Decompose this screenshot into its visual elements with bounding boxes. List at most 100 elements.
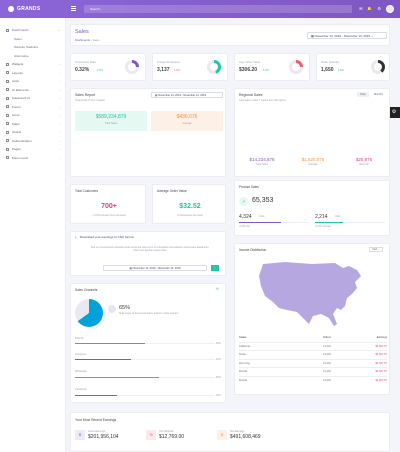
sidebar-item-advanced-ui[interactable]: Advanced UI › — [0, 94, 65, 103]
kpi-card-order-quantity: Order Quantity 1,650 1.6% — [316, 53, 390, 81]
sidebar-item-alternative[interactable]: Alternative — [14, 53, 29, 58]
calendar-icon: ▦ — [129, 267, 133, 270]
mail-icon[interactable]: ✉ — [359, 6, 363, 11]
charts-icon — [6, 130, 9, 134]
left-progress — [239, 222, 309, 224]
kpi-card-conversion-rate: Conversion Rate 0.32% 2.5% — [70, 53, 146, 81]
income-distribution-card: Income Distribution USA ⌄ States Orders … — [234, 243, 390, 395]
kpi-ring-chart — [371, 60, 385, 74]
table-row: Texas 11,201 $1,657.67 — [239, 350, 387, 360]
table-row: California 11,201 $1,657.67 — [239, 342, 387, 351]
menu-level-icon — [6, 156, 9, 160]
sales-report-date-picker[interactable]: ▦ November 14, 2019 - November 13, 2019 — [151, 92, 223, 98]
maps-icon — [6, 122, 9, 126]
dollar-icon: $ — [75, 430, 85, 440]
recent-earnings-card: Your Most Recent Earnings $ Gross Earnin… — [70, 412, 390, 452]
sidebar-item-charts[interactable]: Charts › — [0, 128, 65, 137]
percent-icon: % — [146, 430, 156, 440]
breadcrumb-dashboards-link[interactable]: Dashboards — [75, 38, 91, 42]
wallet-icon: $ — [217, 430, 227, 440]
hamburger-menu-icon[interactable] — [71, 6, 76, 11]
home-icon — [6, 28, 9, 32]
breadcrumb-current: Sales — [92, 38, 100, 42]
advanced-ui-icon — [6, 96, 9, 100]
kpi-delta: 2.5% — [97, 69, 103, 72]
brand-name: GRANDS — [17, 6, 41, 12]
sidebar: Dashboards ⌄ Sales Website Statistics Alt… — [0, 18, 66, 452]
calendar-icon: ▦ — [155, 94, 159, 97]
download-csv-card: ⤓ Download your earnings to CSV format S… — [70, 231, 226, 276]
widgets-icon — [6, 62, 9, 66]
tab-monthly[interactable]: Monthly — [374, 93, 384, 96]
table-row: Florida 11,201 $1,657.67 — [239, 376, 387, 385]
sidebar-item-sales[interactable]: Sales — [14, 36, 22, 41]
user-icon — [108, 305, 116, 313]
brand-logo-icon — [8, 6, 14, 12]
user-avatar[interactable] — [386, 5, 394, 13]
kpi-card-avg-order-value: Avg. Order Value $306.20 1.9% — [234, 53, 310, 81]
product-sales-card: Product Sales ↗ 65,353 4,324 Units 2,214… — [234, 180, 390, 236]
sidebar-item-widgets[interactable]: Widgets › — [0, 60, 65, 69]
page-title: Sales — [75, 29, 89, 35]
top-bar: GRANDS Search... ✉ 🔔 ⚙ — [0, 0, 400, 18]
kpi-ring-chart — [125, 60, 139, 74]
sales-report-title: Sales Report — [75, 93, 96, 97]
usa-map — [259, 262, 361, 326]
ui-elements-icon — [6, 88, 9, 92]
pages-icon — [6, 147, 9, 151]
sidebar-item-ui-elements[interactable]: UI Elements › — [0, 86, 65, 95]
refresh-icon[interactable]: ⟳ — [216, 287, 219, 291]
forms-icon — [6, 105, 9, 109]
search-input[interactable]: Search... — [84, 5, 352, 13]
income-table: States Orders Earnings California 11,201… — [239, 334, 387, 385]
total-sales-box: $589,234,879 Total Sales — [75, 111, 147, 131]
sidebar-item-menu-level[interactable]: Menu Level › — [0, 154, 65, 163]
stat-total-sales: $14,234,876 Total Sales — [249, 157, 275, 166]
calendar-icon: ▦ — [311, 34, 315, 38]
download-icon: ⤓ — [75, 235, 77, 239]
notification-bell-icon[interactable]: 🔔 — [367, 6, 373, 11]
sidebar-item-apps[interactable]: Apps › — [0, 77, 65, 86]
country-select[interactable]: USA ⌄ — [369, 247, 384, 252]
sidebar-item-maps[interactable]: Maps › — [0, 120, 65, 129]
layouts-icon — [6, 71, 9, 75]
kpi-delta: 1.6% — [338, 69, 344, 72]
sales-channels-pie — [75, 299, 103, 327]
brand[interactable]: GRANDS — [0, 0, 66, 18]
average-order-value-card: Average Order Value $32.52 5 transaction… — [152, 184, 226, 224]
chart-line-icon: ↗ — [239, 197, 248, 206]
sidebar-item-dashboards[interactable]: Dashboards ⌄ — [0, 26, 65, 35]
tab-daily[interactable]: Daily — [357, 92, 369, 97]
sidebar-item-pages[interactable]: Pages › — [0, 145, 65, 154]
sidebar-item-icons[interactable]: Icons › — [0, 111, 65, 120]
kpi-ring-chart — [207, 60, 221, 74]
right-progress — [315, 222, 385, 224]
download-csv-button[interactable]: ↓ — [211, 265, 219, 271]
sidebar-item-layouts[interactable]: Layouts › — [0, 69, 65, 78]
sidebar-item-forms[interactable]: Forms › — [0, 103, 65, 112]
sidebar-item-authentication[interactable]: Authentication › — [0, 137, 65, 146]
header-date-range-picker[interactable]: ▦ November 14, 2019 - November 13, 2019 … — [307, 32, 387, 39]
breadcrumb: Dashboards › Sales — [75, 38, 100, 42]
stat-refunds: $20,876 Refunds — [355, 157, 373, 166]
sidebar-item-website-statistics[interactable]: Website Statistics — [14, 45, 39, 50]
sales-report-card: Sales Report Total profit of last 7 week… — [70, 88, 226, 177]
apps-icon — [6, 79, 9, 83]
average-box: $436,076 Average — [151, 111, 223, 131]
lock-icon — [6, 139, 9, 143]
regional-sales-card: Regional Sales Total sales of last 7 wee… — [234, 88, 390, 177]
table-row: Florida 11,201 $1,657.67 — [239, 367, 387, 377]
settings-gear-icon[interactable]: ⚙ — [377, 6, 381, 11]
total-customers-card: Total Customers 700+ + 2.9% increase fro… — [70, 184, 146, 224]
sales-channels-card: Sales Channels ⟳ 65% Nulla neque sit dic… — [70, 283, 226, 403]
csv-date-range-picker[interactable]: ▦ November 14, 2019 - November 13, 2019 — [103, 265, 207, 271]
kpi-ring-chart — [289, 60, 303, 74]
page-header: Sales Dashboards › Sales ▦ November 14, … — [70, 24, 390, 46]
kpi-card-unique-purchases: Unique Purchases 3,137 1.5% — [152, 53, 228, 81]
kpi-delta: 1.5% — [174, 69, 180, 72]
settings-float-button[interactable]: ⚙ — [388, 107, 400, 118]
icons-icon — [6, 113, 9, 117]
stat-average: $1,620,076 Average — [301, 157, 325, 166]
kpi-delta: 1.9% — [263, 69, 269, 72]
table-row: Wyoming 11,201 $1,657.67 — [239, 359, 387, 368]
